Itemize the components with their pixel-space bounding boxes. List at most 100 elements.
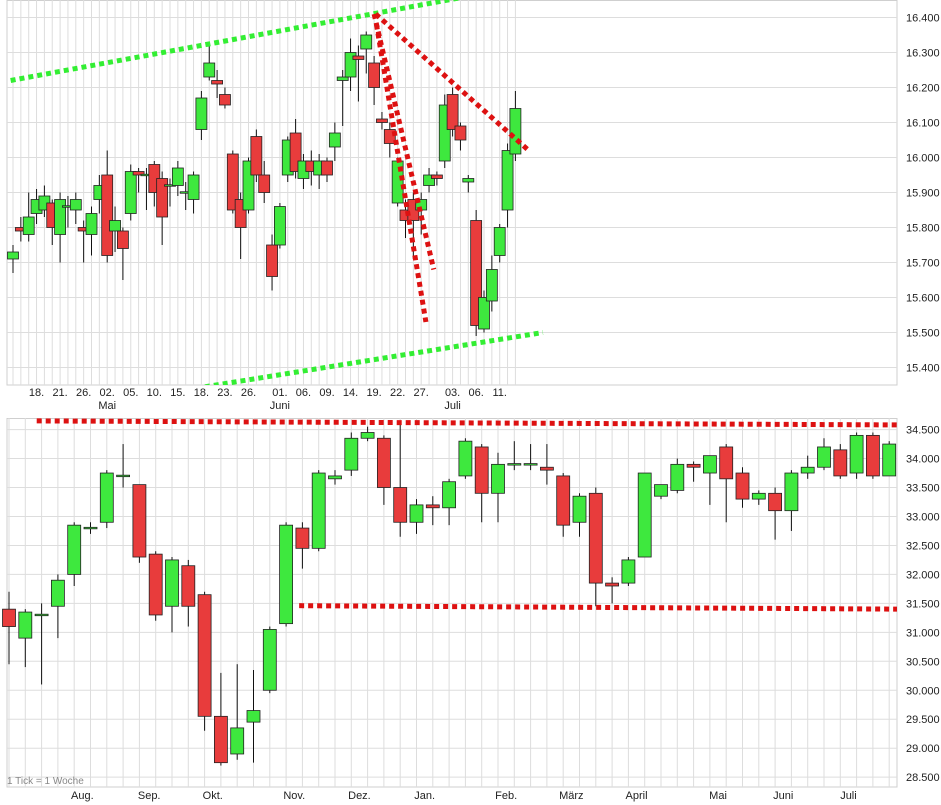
candle-body — [833, 449, 848, 477]
candle — [719, 444, 734, 523]
candle — [768, 487, 782, 540]
weekly-y-tick-label: 34.500 — [906, 425, 940, 437]
candle-body — [203, 62, 216, 78]
candle — [181, 559, 196, 627]
weekly-x-tick-label: April — [626, 790, 648, 802]
candle — [187, 171, 200, 214]
daily-x-tick-label: 09. — [319, 387, 334, 399]
candle — [328, 122, 341, 161]
candle-body — [703, 455, 717, 474]
candle — [751, 490, 766, 505]
candle — [22, 192, 35, 242]
candle — [540, 444, 554, 485]
candle — [230, 664, 245, 760]
candle-body — [376, 437, 391, 488]
candle-body — [637, 472, 652, 558]
candle-body — [393, 487, 408, 523]
candle — [246, 669, 261, 763]
candle — [654, 484, 668, 500]
candle-body — [800, 466, 815, 474]
candle-body — [383, 129, 396, 144]
candle — [470, 210, 483, 336]
red-trendline — [374, 12, 531, 153]
candle — [116, 444, 130, 488]
candle — [491, 452, 505, 523]
candle-body — [2, 608, 16, 627]
candle-body — [250, 136, 263, 176]
candle — [686, 461, 701, 482]
candle-body — [18, 611, 33, 639]
candle-body — [474, 446, 489, 494]
candle-body — [491, 463, 505, 494]
candle — [99, 470, 114, 529]
candle — [165, 557, 179, 633]
candle — [605, 577, 619, 604]
weekly-y-tick-label: 34.000 — [906, 454, 940, 466]
candle — [195, 91, 208, 140]
candle — [383, 122, 396, 158]
candle — [735, 467, 750, 508]
weekly-x-tick-label: Sep. — [138, 790, 161, 802]
daily-y-tick-label: 16.300 — [906, 48, 940, 60]
candle-body — [83, 526, 98, 530]
weekly-x-tick-label: Juli — [840, 790, 857, 802]
candle-body — [226, 153, 239, 211]
candle — [101, 150, 114, 263]
candle-body — [344, 52, 357, 78]
candle — [219, 87, 231, 109]
candle-body — [454, 125, 467, 141]
candle — [360, 31, 373, 74]
candle-body — [462, 178, 475, 183]
candle — [148, 551, 163, 621]
candle-body — [54, 199, 66, 235]
candle-body — [501, 150, 514, 211]
daily-panel-labels: 16.400 16.300 16.200 16.100 16.000 15.900 15.8… — [29, 13, 940, 413]
daily-x-tick-label: 18. — [194, 387, 209, 399]
daily-x-tick-label: 06. — [469, 387, 484, 399]
candle-body — [117, 230, 129, 249]
weekly-x-tick-label: Okt. — [203, 790, 223, 802]
candle — [474, 444, 489, 523]
red-trendline — [36, 418, 897, 428]
candle-body — [572, 495, 587, 523]
daily-x-tick-label: 11. — [492, 387, 506, 399]
candle — [391, 157, 404, 207]
weekly-x-tick-label: Nov. — [283, 790, 305, 802]
weekly-panel-labels: 34.500 34.000 33.500 33.000 32.500 32.000 31.5… — [71, 425, 940, 802]
daily-y-tick-label: 16.000 — [906, 153, 940, 165]
candle — [117, 227, 129, 280]
daily-x-month-label: Juni — [270, 400, 290, 412]
candle-body — [751, 492, 766, 500]
daily-x-tick-label: 03. — [445, 387, 460, 399]
candle-body — [376, 118, 388, 123]
candle-body — [719, 446, 734, 480]
candle — [328, 470, 342, 485]
weekly-panel-candles — [2, 423, 897, 766]
candle — [352, 45, 365, 102]
candle-body — [621, 559, 636, 584]
candle-body — [195, 97, 208, 130]
candle — [442, 478, 457, 526]
candle — [637, 472, 652, 558]
candle-body — [588, 492, 603, 584]
candle-body — [321, 160, 333, 176]
candle-body — [768, 492, 782, 512]
candle — [360, 426, 375, 442]
candle — [250, 129, 263, 182]
daily-x-month-label: Juli — [444, 400, 461, 412]
candle-body — [211, 80, 224, 85]
candle-body — [99, 472, 114, 523]
candle-body — [171, 167, 184, 186]
weekly-plot-frame — [6, 418, 898, 788]
candle-body — [262, 629, 277, 691]
weekly-y-tick-label: 31.000 — [906, 627, 940, 639]
candle-body — [69, 199, 82, 211]
red-trendline — [371, 13, 437, 271]
daily-x-tick-label: 19. — [366, 387, 381, 399]
candle — [376, 112, 388, 130]
candle — [409, 499, 424, 534]
daily-x-tick-label: 01. — [272, 387, 287, 399]
candle — [311, 470, 326, 552]
candle — [588, 487, 603, 607]
candle — [54, 192, 66, 263]
